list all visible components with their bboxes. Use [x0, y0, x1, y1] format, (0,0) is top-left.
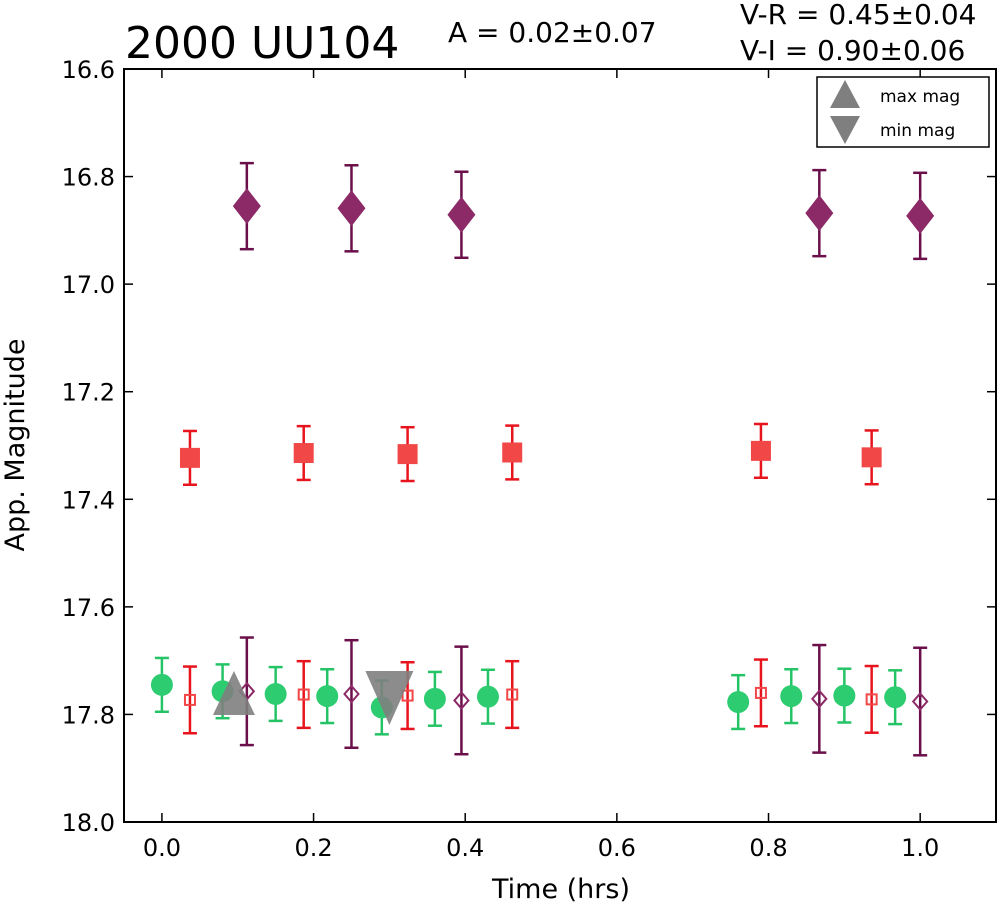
series-1-square-point — [179, 447, 200, 468]
series-0-diamond-point — [805, 195, 834, 232]
y-tick-label: 18.0 — [62, 809, 115, 837]
series-0-diamond-point — [447, 196, 476, 233]
series-2-circle-point — [780, 685, 803, 708]
y-tick-label: 17.4 — [62, 486, 115, 514]
y-axis-ticks: 16.6 16.8 17.0 17.2 17.4 17.6 17.8 18.0 — [62, 56, 996, 837]
x-tick-label: 1.0 — [901, 834, 939, 862]
x-tick-label: 0.2 — [294, 834, 332, 862]
legend-max-mag-marker — [830, 80, 860, 108]
series-1-square-point — [502, 442, 523, 463]
series-1-square-point — [293, 443, 314, 464]
y-tick-label: 17.2 — [62, 379, 115, 407]
series-0-diamond-point — [337, 190, 366, 227]
legend-max-mag-label: max mag — [880, 87, 960, 107]
series-4-diamond-point — [453, 690, 470, 710]
series-2-circle-point — [316, 685, 339, 708]
v-i-annotation: V-I = 0.90±0.06 — [740, 34, 965, 67]
series-2-circle-point — [727, 691, 750, 714]
series-2-circle-point — [476, 685, 499, 708]
series-3-square-point — [183, 693, 196, 706]
series-2-circle-point — [150, 673, 173, 696]
series-2-circle-point — [423, 687, 446, 710]
series-1-square-point — [861, 447, 882, 468]
plot-frame — [123, 68, 997, 823]
min-mag-marker — [365, 670, 414, 725]
series-0-diamond-point — [906, 197, 935, 234]
x-tick-label: 0.6 — [598, 834, 636, 862]
series-2-circle-point — [833, 684, 856, 707]
y-tick-label: 17.6 — [62, 594, 115, 622]
legend: max mag min mag — [816, 76, 990, 148]
series-2-circle-point — [884, 686, 907, 709]
y-tick-label: 17.8 — [62, 701, 115, 729]
series-4-diamond-point — [810, 689, 828, 709]
series-0-diamond-point — [232, 188, 261, 225]
v-r-annotation: V-R = 0.45±0.04 — [740, 0, 976, 31]
amplitude-annotation: A = 0.02±0.07 — [448, 16, 657, 49]
series-4-diamond-point — [343, 684, 360, 704]
legend-min-mag-label: min mag — [880, 121, 955, 141]
max-mag-marker — [212, 670, 255, 715]
series-3-square-point — [506, 688, 519, 701]
y-tick-label: 17.0 — [62, 271, 115, 299]
series-3-square-point — [865, 693, 878, 706]
legend-min-mag-marker — [830, 116, 860, 144]
y-tick-label: 16.8 — [62, 164, 115, 192]
series-4-diamond-point — [911, 692, 929, 712]
chart-title: 2000 UU104 — [125, 18, 399, 69]
series-1-square-point — [750, 440, 771, 461]
y-axis-label: App. Magnitude — [0, 339, 31, 552]
x-tick-label: 0.0 — [143, 834, 181, 862]
data-marks — [150, 161, 935, 757]
series-1-square-point — [397, 444, 418, 465]
series-2-circle-point — [264, 682, 287, 705]
x-axis-ticks: 0.0 0.2 0.4 0.6 0.8 1.0 — [143, 69, 939, 862]
series-3-square-point — [401, 689, 414, 702]
x-tick-label: 0.4 — [446, 834, 484, 862]
series-3-square-point — [754, 686, 767, 699]
series-3-square-point — [297, 688, 310, 701]
y-tick-label: 16.6 — [62, 56, 115, 84]
x-tick-label: 0.8 — [749, 834, 787, 862]
x-axis-label: Time (hrs) — [491, 874, 630, 904]
